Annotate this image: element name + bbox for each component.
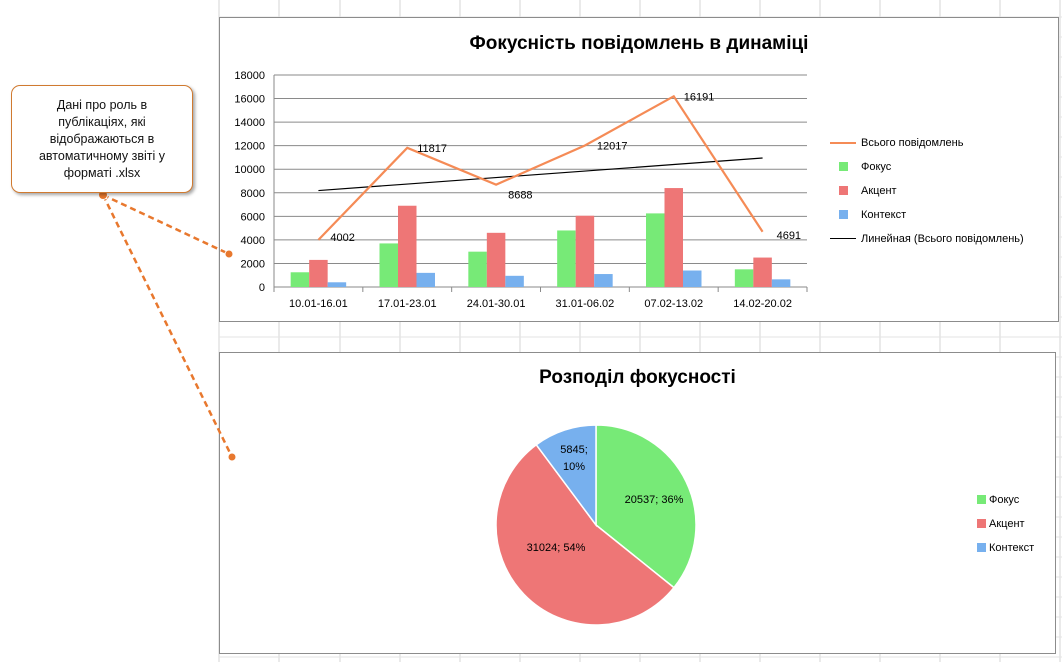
callout-note[interactable]: Дані про роль в публікаціях, які відобра… (11, 85, 193, 193)
y-tick-label: 18000 (234, 70, 265, 82)
bar-Акцент (664, 188, 683, 287)
legend-label-context: Контекст (861, 209, 907, 221)
bar-Контекст (416, 272, 435, 287)
bar-Контекст (683, 270, 702, 287)
bar-Контекст (505, 275, 524, 287)
pie-legend-label-context: Контекст (989, 542, 1035, 554)
pie-data-label: 31024; 54% (527, 542, 586, 554)
legend-line-trend (830, 238, 856, 239)
pie-chart-legend: Фокус Акцент Контекст (977, 493, 1057, 559)
pie-legend-swatch-focus (977, 495, 986, 504)
y-tick-label: 12000 (234, 141, 265, 153)
data-label-total: 11817 (417, 143, 447, 155)
y-tick-label: 6000 (241, 211, 265, 223)
legend-label-accent: Акцент (861, 185, 897, 197)
x-tick-label: 31.01-06.02 (556, 298, 615, 310)
bar-chart-plot: 0 2000 4000 6000 8000 10000 12000 14000 16000 180… (234, 70, 808, 310)
line-total-messages (317, 94, 764, 241)
x-tick-label: 17.01-23.01 (378, 298, 437, 310)
bar-Фокус (646, 213, 665, 287)
bar-Акцент (486, 232, 506, 287)
bar-Акцент (575, 215, 595, 287)
data-label-total: 4691 (777, 230, 801, 242)
callout-text: Дані про роль в публікаціях, які відобра… (38, 97, 166, 180)
data-label-total: 4002 (330, 232, 354, 244)
bar-Фокус (468, 251, 487, 287)
pie-chart-title: Розподіл фокусності (539, 367, 736, 388)
bar-Контекст (594, 274, 613, 287)
bar-Фокус (290, 272, 310, 287)
bar-Акцент (753, 257, 772, 287)
y-tick-label: 2000 (241, 258, 265, 270)
pie-chart-plot: 20537; 36% 31024; 54% 5845; 10% (495, 424, 697, 626)
x-tick-label: 07.02-13.02 (644, 298, 703, 310)
bar-Акцент (309, 259, 328, 287)
y-tick-label: 16000 (234, 94, 265, 106)
legend-swatch-context (839, 210, 848, 219)
pie-legend-label-focus: Фокус (989, 494, 1020, 506)
legend-label-trend: Линейная (Всього повідомлень) (861, 233, 1024, 245)
pie-slice-Контекст (535, 424, 597, 528)
y-tick-label: 4000 (241, 235, 265, 247)
pie-chart-container[interactable]: Розподіл фокусності 20537; 36% 31024; 54%… (219, 352, 1056, 654)
bar-Акцент (398, 205, 417, 287)
bar-Фокус (557, 230, 576, 287)
bar-Фокус (734, 269, 754, 287)
pie-legend-label-accent: Акцент (989, 518, 1025, 530)
x-tick-label: 14.02-20.02 (733, 298, 792, 310)
bar-Контекст (771, 279, 791, 287)
pie-legend-swatch-accent (977, 519, 986, 528)
pie-data-label: 5845; (560, 444, 588, 456)
x-tick-label: 24.01-30.01 (467, 298, 526, 310)
bar-Фокус (379, 243, 398, 287)
data-label-total: 12017 (597, 140, 628, 152)
bar-chart-title: Фокусність повідомлень в динаміці (469, 33, 809, 54)
pie-slice-Фокус (595, 424, 697, 589)
pie-legend-swatch-context (977, 543, 986, 552)
data-label-total: 16191 (684, 91, 715, 103)
legend-line-total (830, 142, 856, 144)
legend-swatch-focus (839, 162, 848, 171)
trendline-total (318, 157, 763, 192)
pie-slice-Акцент (495, 443, 676, 626)
bar-chart-container[interactable]: Фокусність повідомлень в динаміці 0 2000 4… (219, 17, 1059, 322)
y-tick-label: 10000 (234, 164, 265, 176)
y-tick-label: 14000 (234, 117, 265, 129)
pie-data-label: 20537; 36% (625, 494, 684, 506)
legend-label-total: Всього повідомлень (861, 137, 964, 149)
x-tick-label: 10.01-16.01 (289, 298, 348, 310)
legend-label-focus: Фокус (861, 161, 892, 173)
pie-data-label: 10% (563, 461, 585, 473)
bar-Контекст (327, 282, 347, 287)
legend-swatch-accent (839, 186, 848, 195)
y-tick-label: 8000 (241, 188, 265, 200)
data-label-total: 8688 (508, 190, 532, 202)
y-tick-label: 0 (259, 282, 265, 294)
bar-chart-legend: Всього повідомлень Фокус Акцент Контекст… (830, 136, 1055, 246)
